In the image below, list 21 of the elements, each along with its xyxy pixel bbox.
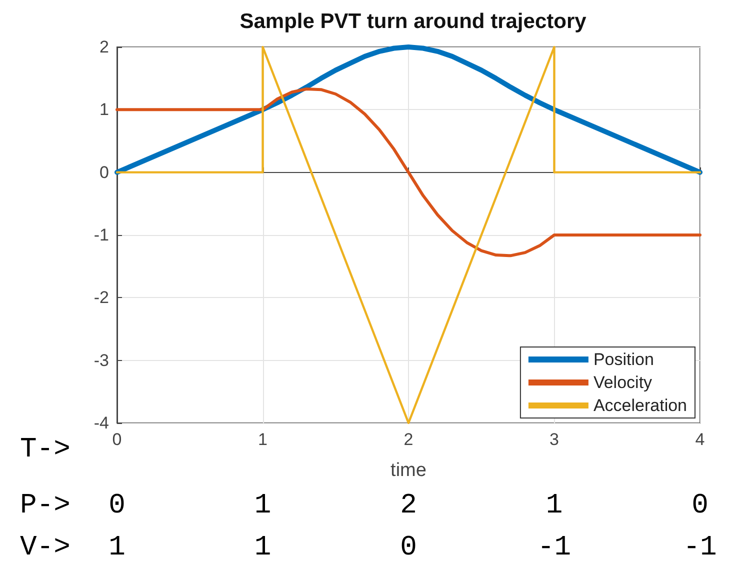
x-tick-label: 2	[404, 430, 414, 449]
x-tick-label: 3	[550, 430, 559, 449]
y-tick-label: 0	[100, 162, 109, 182]
legend-label: Velocity	[593, 373, 653, 392]
text: T->	[20, 434, 70, 466]
y-tick-label: -3	[94, 350, 109, 370]
chart-title: Sample PVT turn around trajectory	[240, 10, 587, 33]
text: V-> 1 1 0 -1 -1	[20, 532, 717, 564]
text: P-> 0 1 2 1 0	[20, 490, 708, 522]
y-tick-label: -4	[94, 414, 109, 432]
y-tick-label: -2	[94, 288, 109, 308]
x-axis-title: time	[390, 460, 426, 481]
y-tick-label: -1	[94, 226, 109, 244]
x-tick-label: 1	[258, 430, 268, 449]
x-tick-label: 0	[112, 430, 122, 449]
y-tick-label: 1	[100, 100, 109, 120]
line-series	[116, 87, 702, 258]
y-tick-label: 2	[100, 38, 109, 56]
legend-label: Position	[593, 350, 654, 369]
x-tick-label: 4	[695, 430, 705, 449]
legend-label: Acceleration	[593, 396, 688, 415]
